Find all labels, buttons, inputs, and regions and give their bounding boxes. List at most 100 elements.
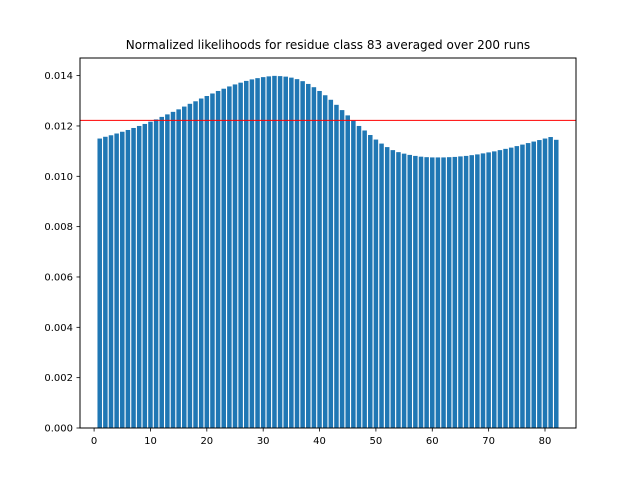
bar	[204, 96, 210, 428]
bar	[384, 147, 390, 428]
y-tick-label: 0.012	[44, 121, 73, 132]
y-tick-label: 0.006	[44, 272, 73, 283]
bar	[176, 109, 181, 428]
bar	[413, 155, 418, 428]
bar	[328, 99, 334, 428]
bar	[170, 111, 176, 429]
bar	[475, 154, 480, 428]
bar	[368, 135, 373, 428]
bar	[362, 130, 367, 429]
bar	[469, 155, 474, 428]
y-tick-label: 0.002	[44, 373, 73, 384]
bar	[345, 115, 350, 428]
bar	[97, 138, 102, 429]
plot-frame	[79, 57, 577, 429]
bar	[215, 90, 221, 428]
bar	[260, 77, 266, 428]
chart-title: Normalized likelihoods for residue class…	[126, 38, 530, 52]
bar	[430, 157, 435, 429]
bar	[232, 84, 238, 429]
bar	[283, 76, 288, 428]
bar	[103, 136, 108, 428]
bar	[525, 143, 531, 428]
bar	[424, 157, 429, 429]
x-tick-label: 50	[370, 436, 383, 447]
bar	[334, 104, 339, 428]
bar	[193, 101, 198, 428]
bar	[435, 157, 441, 429]
y-tick-label: 0.014	[44, 71, 73, 82]
bar	[548, 137, 553, 428]
bar	[390, 150, 396, 428]
bar	[108, 135, 114, 428]
bar	[210, 93, 215, 429]
bar	[373, 139, 379, 429]
x-tick-label: 20	[200, 436, 213, 447]
bar	[531, 141, 536, 428]
bar	[396, 152, 401, 428]
bar	[441, 157, 446, 429]
bar	[249, 79, 255, 428]
bar	[244, 80, 249, 429]
bars	[97, 75, 559, 429]
bar	[351, 120, 356, 429]
x-tick-label: 30	[257, 436, 270, 447]
x-tick-label: 70	[482, 436, 495, 447]
bar	[187, 103, 193, 428]
bar	[446, 157, 452, 429]
bar	[221, 88, 226, 429]
bar	[272, 75, 277, 429]
bar	[136, 125, 142, 429]
bar	[356, 125, 362, 429]
bar	[125, 129, 131, 429]
bar	[407, 154, 412, 428]
bar	[227, 86, 232, 428]
bar	[306, 83, 311, 429]
y-tick-label: 0.004	[44, 323, 73, 334]
bar	[492, 151, 497, 428]
bar	[114, 133, 119, 428]
y-tick-label: 0.000	[44, 424, 73, 435]
bar	[294, 79, 300, 428]
bar	[463, 155, 469, 428]
bar	[300, 81, 305, 428]
bar	[317, 90, 322, 428]
x-axis: 0 10 20 30 40 50 60 70 80	[91, 428, 551, 447]
bar	[520, 144, 525, 428]
bar	[339, 110, 345, 428]
bar	[198, 98, 204, 429]
bar	[153, 119, 159, 428]
x-tick-label: 0	[91, 436, 97, 447]
bar	[289, 77, 294, 428]
bar	[554, 139, 559, 429]
bar	[277, 76, 283, 429]
bar	[418, 156, 424, 429]
bar	[452, 156, 458, 429]
bar	[458, 156, 463, 428]
x-tick-label: 60	[426, 436, 439, 447]
bar	[182, 106, 187, 428]
x-tick-label: 10	[144, 436, 157, 447]
bar	[537, 140, 542, 429]
y-tick-label: 0.008	[44, 222, 73, 233]
bar	[148, 121, 153, 429]
bar	[255, 78, 260, 428]
bar	[322, 95, 328, 428]
x-tick-label: 80	[539, 436, 552, 447]
bar	[131, 127, 136, 428]
bar	[379, 143, 384, 428]
y-axis: 0.000 0.002 0.004 0.006 0.008 0.010 0.012 0.014	[44, 71, 80, 435]
bar	[120, 131, 125, 428]
bar	[401, 153, 407, 428]
bar	[508, 147, 514, 429]
bar	[159, 116, 164, 429]
bar	[503, 148, 508, 429]
bar	[514, 146, 520, 428]
bar	[542, 138, 548, 429]
bar	[165, 114, 170, 428]
bar	[311, 87, 317, 428]
bar	[142, 123, 148, 428]
y-tick-label: 0.010	[44, 172, 73, 183]
bar	[497, 150, 503, 428]
